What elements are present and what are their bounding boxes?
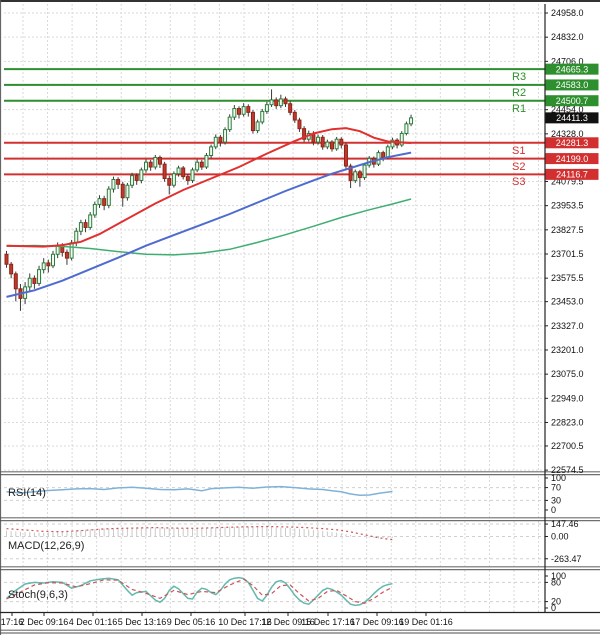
- svg-text:24583.0: 24583.0: [556, 80, 589, 90]
- svg-text:100: 100: [551, 571, 566, 581]
- svg-text:0.00: 0.00: [551, 532, 569, 542]
- svg-text:24116.7: 24116.7: [556, 170, 588, 180]
- stoch-k-line: [6, 576, 393, 607]
- svg-text:24328.0: 24328.0: [551, 129, 584, 139]
- svg-text:9 Dec 05:16: 9 Dec 05:16: [167, 617, 216, 627]
- svg-text:19 Dec 01:16: 19 Dec 01:16: [399, 617, 453, 627]
- macd-signal-line: [6, 525, 393, 541]
- svg-text:23327.0: 23327.0: [551, 321, 584, 331]
- svg-text:24199.0: 24199.0: [556, 154, 589, 164]
- svg-text:23953.5: 23953.5: [551, 201, 584, 211]
- svg-text:23075.0: 23075.0: [551, 369, 584, 379]
- svg-text:22574.5: 22574.5: [551, 465, 584, 475]
- svg-text:23701.5: 23701.5: [551, 249, 584, 259]
- svg-text:23453.0: 23453.0: [551, 297, 584, 307]
- panel-separators: [0, 471, 600, 634]
- svg-text:22700.5: 22700.5: [551, 441, 584, 451]
- svg-text:0: 0: [551, 603, 556, 613]
- time-axis: 17:162 Dec 09:16 4 Dec 01:16 5 Dec 13:16 9 …: [1, 612, 453, 627]
- svg-text:147.46: 147.46: [551, 519, 579, 529]
- svg-text:24958.0: 24958.0: [551, 8, 584, 18]
- pivot-label-r2: R2: [512, 86, 527, 99]
- svg-text:12 Dec 09:16: 12 Dec 09:16: [261, 617, 315, 627]
- svg-text:24281.3: 24281.3: [556, 138, 589, 148]
- pivot-label-r3: R3: [512, 71, 527, 84]
- svg-text:20: 20: [551, 597, 561, 607]
- svg-text:30: 30: [551, 495, 561, 505]
- svg-text:4 Dec 01:16: 4 Dec 01:16: [69, 617, 118, 627]
- pivot-label-s3: S3: [512, 176, 526, 189]
- svg-text:24411.3: 24411.3: [556, 113, 588, 123]
- stoch-d-line: [6, 578, 393, 604]
- svg-text:23201.0: 23201.0: [551, 345, 584, 355]
- svg-text:-263.47: -263.47: [551, 554, 582, 564]
- svg-text:23575.5: 23575.5: [551, 273, 584, 283]
- svg-text:24079.5: 24079.5: [551, 176, 584, 186]
- macd-levels: [4, 523, 545, 560]
- svg-text:17:16: 17:16: [1, 617, 24, 627]
- svg-text:15 Dec 17:16: 15 Dec 17:16: [301, 617, 355, 627]
- macd-histogram: [6, 526, 393, 539]
- svg-text:10 Dec 17:16: 10 Dec 17:16: [218, 617, 272, 627]
- stoch-indicator-label: Stoch(9,6,3): [8, 589, 68, 601]
- ma-mid-line: [6, 151, 412, 298]
- svg-text:0: 0: [551, 505, 556, 515]
- pivot-label-s2: S2: [512, 160, 526, 173]
- rsi-levels: [4, 487, 545, 501]
- svg-text:22949.0: 22949.0: [551, 393, 584, 403]
- rsi-indicator-label: RSI(14): [8, 487, 46, 499]
- svg-text:17 Dec 09:16: 17 Dec 09:16: [350, 617, 404, 627]
- macd-indicator-label: MACD(12,26,9): [8, 540, 85, 552]
- svg-text:24665.3: 24665.3: [556, 64, 589, 74]
- svg-text:24832.0: 24832.0: [551, 32, 584, 42]
- pivot-label-r1: R1: [512, 102, 527, 115]
- svg-text:24454.0: 24454.0: [551, 105, 584, 115]
- svg-text:23827.5: 23827.5: [551, 225, 584, 235]
- ma-fast-line: [6, 127, 412, 248]
- ma-slow-line: [6, 198, 412, 256]
- price-axis: 24958.0 24832.0 24706.0 24454.0 24328.0 24079…: [545, 8, 599, 475]
- pivot-label-s1: S1: [512, 144, 526, 157]
- svg-text:24706.0: 24706.0: [551, 56, 584, 66]
- svg-text:22823.0: 22823.0: [551, 417, 584, 427]
- rsi-line: [6, 485, 393, 497]
- svg-text:2 Dec 09:16: 2 Dec 09:16: [20, 617, 69, 627]
- svg-text:70: 70: [551, 483, 561, 493]
- svg-text:5 Dec 13:16: 5 Dec 13:16: [118, 617, 167, 627]
- svg-text:100: 100: [551, 473, 566, 483]
- svg-text:24500.7: 24500.7: [556, 96, 589, 106]
- svg-text:80: 80: [551, 577, 561, 587]
